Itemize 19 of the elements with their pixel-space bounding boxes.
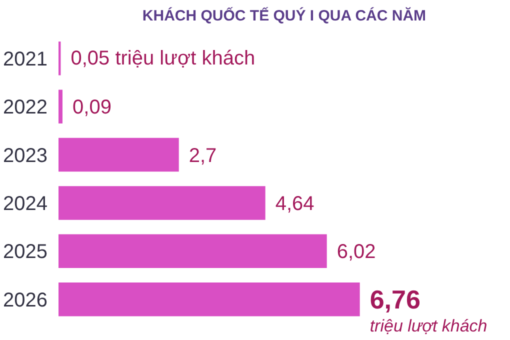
chart-title: KHÁCH QUỐC TẾ QUÝ I QUA CÁC NĂM [142, 6, 426, 24]
y-tick-label: 2024 [3, 192, 48, 215]
bar [58, 138, 179, 172]
bar [58, 234, 327, 268]
y-tick-label: 2021 [3, 48, 48, 70]
y-tick-label: 2023 [3, 144, 48, 167]
data-label: 4,64 [275, 192, 314, 215]
data-label: 6,02 [336, 241, 376, 264]
annotation: triệu lượt khách [370, 316, 488, 336]
y-tick-label: 2026 [3, 289, 48, 312]
data-label: 6,76 [370, 284, 420, 314]
data-label: 0,09 [72, 96, 112, 119]
bar [58, 90, 63, 124]
y-tick-label: 2022 [3, 96, 48, 119]
bar [58, 282, 360, 316]
bar [58, 186, 266, 220]
data-label: 2,7 [188, 144, 217, 167]
data-label: 0,05 triệu lượt khách [70, 47, 256, 70]
y-tick-label: 2025 [3, 241, 48, 264]
